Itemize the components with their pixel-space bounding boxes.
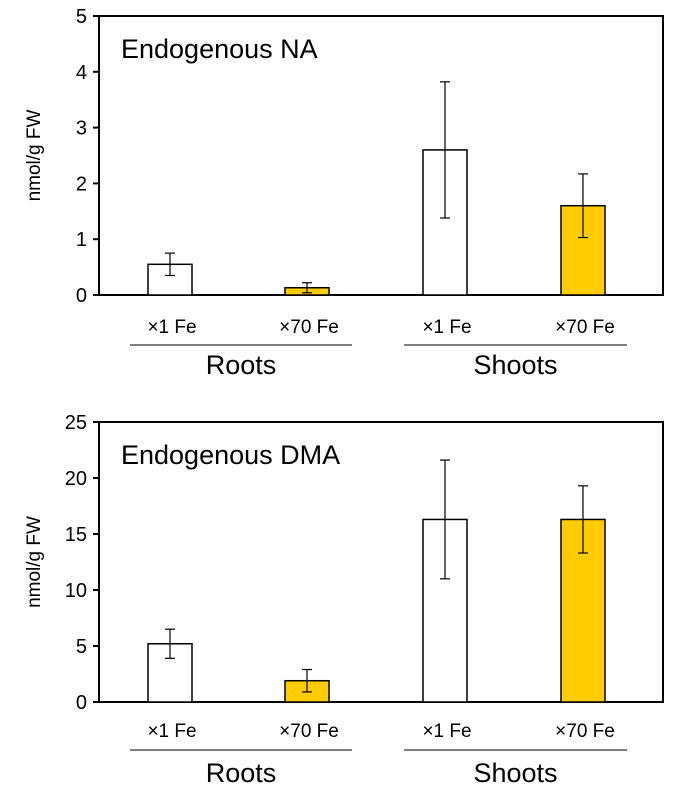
y-tick-label: 25 bbox=[65, 412, 87, 434]
chart-panel-1: 0 1 2 3 4 5 nmol/g FW Endogenous NA ×1 Fe ×70 Fe ×… bbox=[24, 6, 664, 380]
y-tick-label: 20 bbox=[65, 468, 87, 490]
category-label: ×1 Fe bbox=[422, 317, 471, 338]
y-tick-label: 3 bbox=[76, 118, 87, 140]
y-tick-label: 2 bbox=[76, 173, 87, 195]
y-axis-label: nmol/g FW bbox=[24, 110, 45, 202]
category-label: ×70 Fe bbox=[279, 317, 339, 338]
group-label: Shoots bbox=[473, 758, 557, 788]
category-label: ×1 Fe bbox=[147, 721, 196, 742]
category-label: ×70 Fe bbox=[555, 317, 615, 338]
category-label: ×1 Fe bbox=[147, 317, 196, 338]
group-label: Roots bbox=[206, 350, 277, 380]
y-tick-label: 4 bbox=[76, 62, 87, 84]
category-label: ×70 Fe bbox=[279, 721, 339, 742]
y-tick-label: 5 bbox=[76, 6, 87, 28]
y-tick-label: 10 bbox=[65, 580, 87, 602]
chart-title: Endogenous NA bbox=[121, 34, 318, 64]
plot-frame bbox=[98, 421, 664, 703]
chart-title: Endogenous DMA bbox=[121, 440, 340, 470]
y-axis-label: nmol/g FW bbox=[24, 516, 45, 608]
group-label: Shoots bbox=[473, 350, 557, 380]
chart-panel-2: 0 5 10 15 20 25 nmol/g FW Endogenous DMA ×1 Fe ×7… bbox=[24, 412, 664, 788]
y-tick-label: 15 bbox=[65, 524, 87, 546]
y-tick-label: 0 bbox=[76, 692, 87, 714]
category-label: ×70 Fe bbox=[555, 721, 615, 742]
y-tick-label: 5 bbox=[76, 636, 87, 658]
y-tick-label: 1 bbox=[76, 229, 87, 251]
plot-frame bbox=[98, 15, 664, 296]
group-label: Roots bbox=[206, 758, 277, 788]
y-tick-label: 0 bbox=[76, 285, 87, 307]
category-label: ×1 Fe bbox=[422, 721, 471, 742]
bar-3 bbox=[422, 518, 468, 703]
